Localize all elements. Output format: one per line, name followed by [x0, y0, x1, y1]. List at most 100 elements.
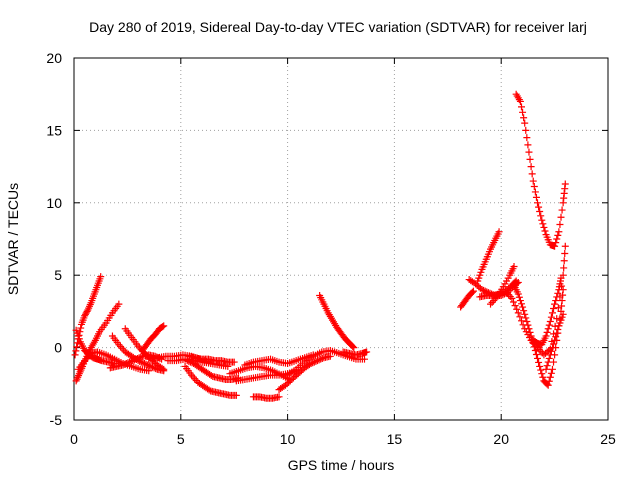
data-point — [544, 358, 552, 366]
data-point — [275, 393, 283, 401]
data-point — [495, 228, 503, 236]
data-point — [548, 365, 556, 373]
axis-ticks: 0 5 10 15 20 25 -5 0 5 10 15 20 — [46, 50, 616, 447]
data-point — [519, 321, 527, 329]
data-point — [543, 362, 551, 370]
data-point — [552, 239, 560, 247]
data-point — [523, 134, 531, 142]
data-point — [547, 347, 555, 355]
series-arc-4 — [74, 348, 153, 375]
data-point — [510, 263, 518, 271]
y-tick-label: 15 — [46, 122, 62, 138]
data-point — [517, 103, 525, 111]
data-point — [547, 313, 555, 321]
data-point — [317, 355, 325, 363]
data-point — [158, 364, 166, 372]
data-point — [189, 373, 197, 381]
x-tick-label: 0 — [70, 431, 78, 447]
data-point — [363, 348, 371, 356]
data-point — [529, 177, 537, 185]
data-point — [561, 242, 569, 250]
data-point — [554, 231, 562, 239]
data-point — [546, 318, 554, 326]
data-point — [517, 317, 525, 325]
data-point — [538, 216, 546, 224]
data-point — [526, 155, 534, 163]
data-point — [542, 365, 550, 373]
x-axis-title: GPS time / hours — [288, 457, 395, 473]
data-point — [144, 361, 152, 369]
data-point — [134, 357, 142, 365]
data-point — [552, 333, 560, 341]
data-point — [191, 375, 199, 383]
data-point — [554, 326, 562, 333]
data-point — [544, 325, 552, 333]
data-point — [550, 305, 558, 313]
data-point — [559, 310, 567, 318]
data-point — [520, 307, 528, 315]
data-point — [115, 300, 123, 308]
series-arc-26 — [487, 263, 518, 308]
y-tick-label: 10 — [46, 195, 62, 211]
data-point — [561, 249, 569, 257]
grid — [74, 58, 608, 420]
x-tick-label: 15 — [387, 431, 403, 447]
data-point — [560, 257, 568, 265]
data-point — [515, 293, 523, 301]
data-point — [534, 199, 542, 207]
data-point — [520, 114, 528, 122]
data-point — [547, 369, 555, 377]
data-point — [514, 309, 522, 317]
data-point — [145, 362, 153, 370]
data-point — [535, 358, 543, 366]
data-point — [116, 343, 124, 351]
data-point — [487, 300, 495, 308]
data-point — [546, 373, 554, 381]
data-point — [315, 356, 323, 364]
series-arc-18 — [275, 352, 334, 394]
series-arc-30 — [529, 274, 565, 349]
data-point — [525, 148, 533, 156]
data-point — [508, 294, 516, 302]
data-point — [558, 206, 566, 214]
series-arc-1 — [71, 273, 105, 359]
data-point — [126, 358, 134, 366]
data-point — [537, 212, 545, 220]
data-point — [527, 163, 535, 171]
data-point — [73, 343, 81, 351]
data-point — [513, 305, 521, 313]
x-tick-label: 5 — [177, 431, 185, 447]
data-point — [551, 336, 559, 344]
data-point — [314, 357, 322, 365]
data-point — [83, 307, 91, 315]
data-point — [530, 183, 538, 191]
data-point — [119, 361, 127, 369]
data-point — [553, 235, 561, 243]
data-point — [556, 221, 564, 229]
y-tick-label: 5 — [54, 267, 62, 283]
data-point — [72, 347, 80, 355]
data-point — [350, 344, 358, 352]
series-arc-31 — [542, 310, 567, 373]
data-point — [540, 223, 548, 231]
y-tick-label: 0 — [54, 340, 62, 356]
data-point — [536, 207, 544, 215]
data-point — [312, 357, 320, 365]
data-point — [532, 193, 540, 201]
x-tick-label: 10 — [280, 431, 296, 447]
data-point — [517, 300, 525, 308]
plot-frame — [73, 57, 609, 421]
data-point — [561, 180, 569, 188]
series-arc-21 — [339, 348, 371, 359]
data-point — [360, 355, 368, 363]
data-point — [514, 290, 522, 298]
series-arc-3 — [72, 326, 119, 368]
series-arc-12 — [183, 357, 242, 383]
series-arc-11 — [181, 362, 240, 399]
data-point — [97, 273, 105, 281]
data-point — [521, 310, 529, 318]
data-point — [557, 274, 565, 282]
data-point — [541, 227, 549, 235]
data-point — [512, 277, 520, 285]
data-point — [553, 293, 561, 301]
